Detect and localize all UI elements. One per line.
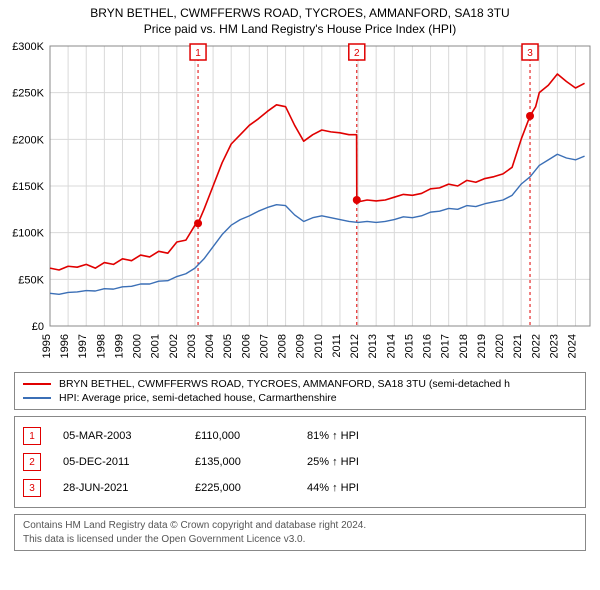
legend-item: HPI: Average price, semi-detached house,…: [23, 391, 577, 405]
svg-text:2016: 2016: [422, 334, 434, 358]
svg-text:2001: 2001: [150, 334, 162, 358]
svg-text:2015: 2015: [403, 334, 415, 358]
svg-text:2019: 2019: [476, 334, 488, 358]
legend-label: BRYN BETHEL, CWMFFERWS ROAD, TYCROES, AM…: [59, 378, 510, 390]
svg-text:£250K: £250K: [12, 88, 44, 100]
svg-text:£150K: £150K: [12, 181, 44, 193]
svg-text:2005: 2005: [222, 334, 234, 358]
svg-text:2022: 2022: [530, 334, 542, 358]
table-row: 3 28-JUN-2021 £225,000 44% ↑ HPI: [23, 475, 577, 501]
svg-text:£100K: £100K: [12, 228, 44, 240]
footer-line: Contains HM Land Registry data © Crown c…: [23, 519, 577, 533]
tx-marker-box: 3: [23, 479, 41, 497]
tx-date: 28-JUN-2021: [63, 482, 173, 494]
svg-text:1996: 1996: [59, 334, 71, 358]
svg-text:2021: 2021: [512, 334, 524, 358]
transactions-table: 1 05-MAR-2003 £110,000 81% ↑ HPI 2 05-DE…: [14, 416, 586, 508]
svg-text:1999: 1999: [113, 334, 125, 358]
legend-swatch-property: [23, 383, 51, 385]
legend-item: BRYN BETHEL, CWMFFERWS ROAD, TYCROES, AM…: [23, 377, 577, 391]
svg-text:2017: 2017: [440, 334, 452, 358]
tx-price: £225,000: [195, 482, 285, 494]
tx-pct: 44% ↑ HPI: [307, 482, 397, 494]
svg-text:£0: £0: [32, 321, 44, 333]
chart-container: BRYN BETHEL, CWMFFERWS ROAD, TYCROES, AM…: [0, 0, 600, 551]
svg-text:2010: 2010: [313, 334, 325, 358]
tx-pct: 81% ↑ HPI: [307, 430, 397, 442]
svg-text:2: 2: [354, 48, 360, 59]
svg-text:2012: 2012: [349, 334, 361, 358]
svg-text:2014: 2014: [385, 334, 397, 358]
svg-text:2003: 2003: [186, 334, 198, 358]
svg-text:1998: 1998: [95, 334, 107, 358]
title-subtitle: Price paid vs. HM Land Registry's House …: [0, 22, 600, 36]
tx-price: £135,000: [195, 456, 285, 468]
table-row: 2 05-DEC-2011 £135,000 25% ↑ HPI: [23, 449, 577, 475]
chart-svg: £0 £50K £100K £150K £200K £250K £300K 1995 1996 1…: [0, 36, 600, 366]
title-address: BRYN BETHEL, CWMFFERWS ROAD, TYCROES, AM…: [0, 6, 600, 20]
svg-text:2002: 2002: [168, 334, 180, 358]
svg-text:2013: 2013: [367, 334, 379, 358]
footer: Contains HM Land Registry data © Crown c…: [14, 514, 586, 551]
svg-text:£50K: £50K: [18, 274, 44, 286]
svg-text:2020: 2020: [494, 334, 506, 358]
svg-text:2007: 2007: [258, 334, 270, 358]
titles: BRYN BETHEL, CWMFFERWS ROAD, TYCROES, AM…: [0, 0, 600, 36]
svg-text:1995: 1995: [41, 334, 53, 358]
legend-swatch-hpi: [23, 397, 51, 399]
tx-marker-box: 2: [23, 453, 41, 471]
tx-pct: 25% ↑ HPI: [307, 456, 397, 468]
footer-line: This data is licensed under the Open Gov…: [23, 533, 577, 547]
tx-date: 05-MAR-2003: [63, 430, 173, 442]
svg-text:1: 1: [195, 48, 201, 59]
svg-text:2009: 2009: [295, 334, 307, 358]
tx-date: 05-DEC-2011: [63, 456, 173, 468]
svg-text:2011: 2011: [331, 334, 343, 358]
svg-text:2018: 2018: [458, 334, 470, 358]
tx-price: £110,000: [195, 430, 285, 442]
legend-label: HPI: Average price, semi-detached house,…: [59, 392, 337, 404]
legend: BRYN BETHEL, CWMFFERWS ROAD, TYCROES, AM…: [14, 372, 586, 410]
svg-text:3: 3: [527, 48, 533, 59]
svg-text:2024: 2024: [567, 334, 579, 358]
svg-text:2023: 2023: [548, 334, 560, 358]
svg-text:2004: 2004: [204, 334, 216, 358]
table-row: 1 05-MAR-2003 £110,000 81% ↑ HPI: [23, 423, 577, 449]
tx-marker-box: 1: [23, 427, 41, 445]
svg-text:2006: 2006: [240, 334, 252, 358]
svg-text:2008: 2008: [277, 334, 289, 358]
svg-text:£200K: £200K: [12, 134, 44, 146]
svg-text:2000: 2000: [132, 334, 144, 358]
svg-text:£300K: £300K: [12, 41, 44, 53]
svg-text:1997: 1997: [77, 334, 89, 358]
chart: £0 £50K £100K £150K £200K £250K £300K 1995 1996 1…: [0, 36, 600, 366]
